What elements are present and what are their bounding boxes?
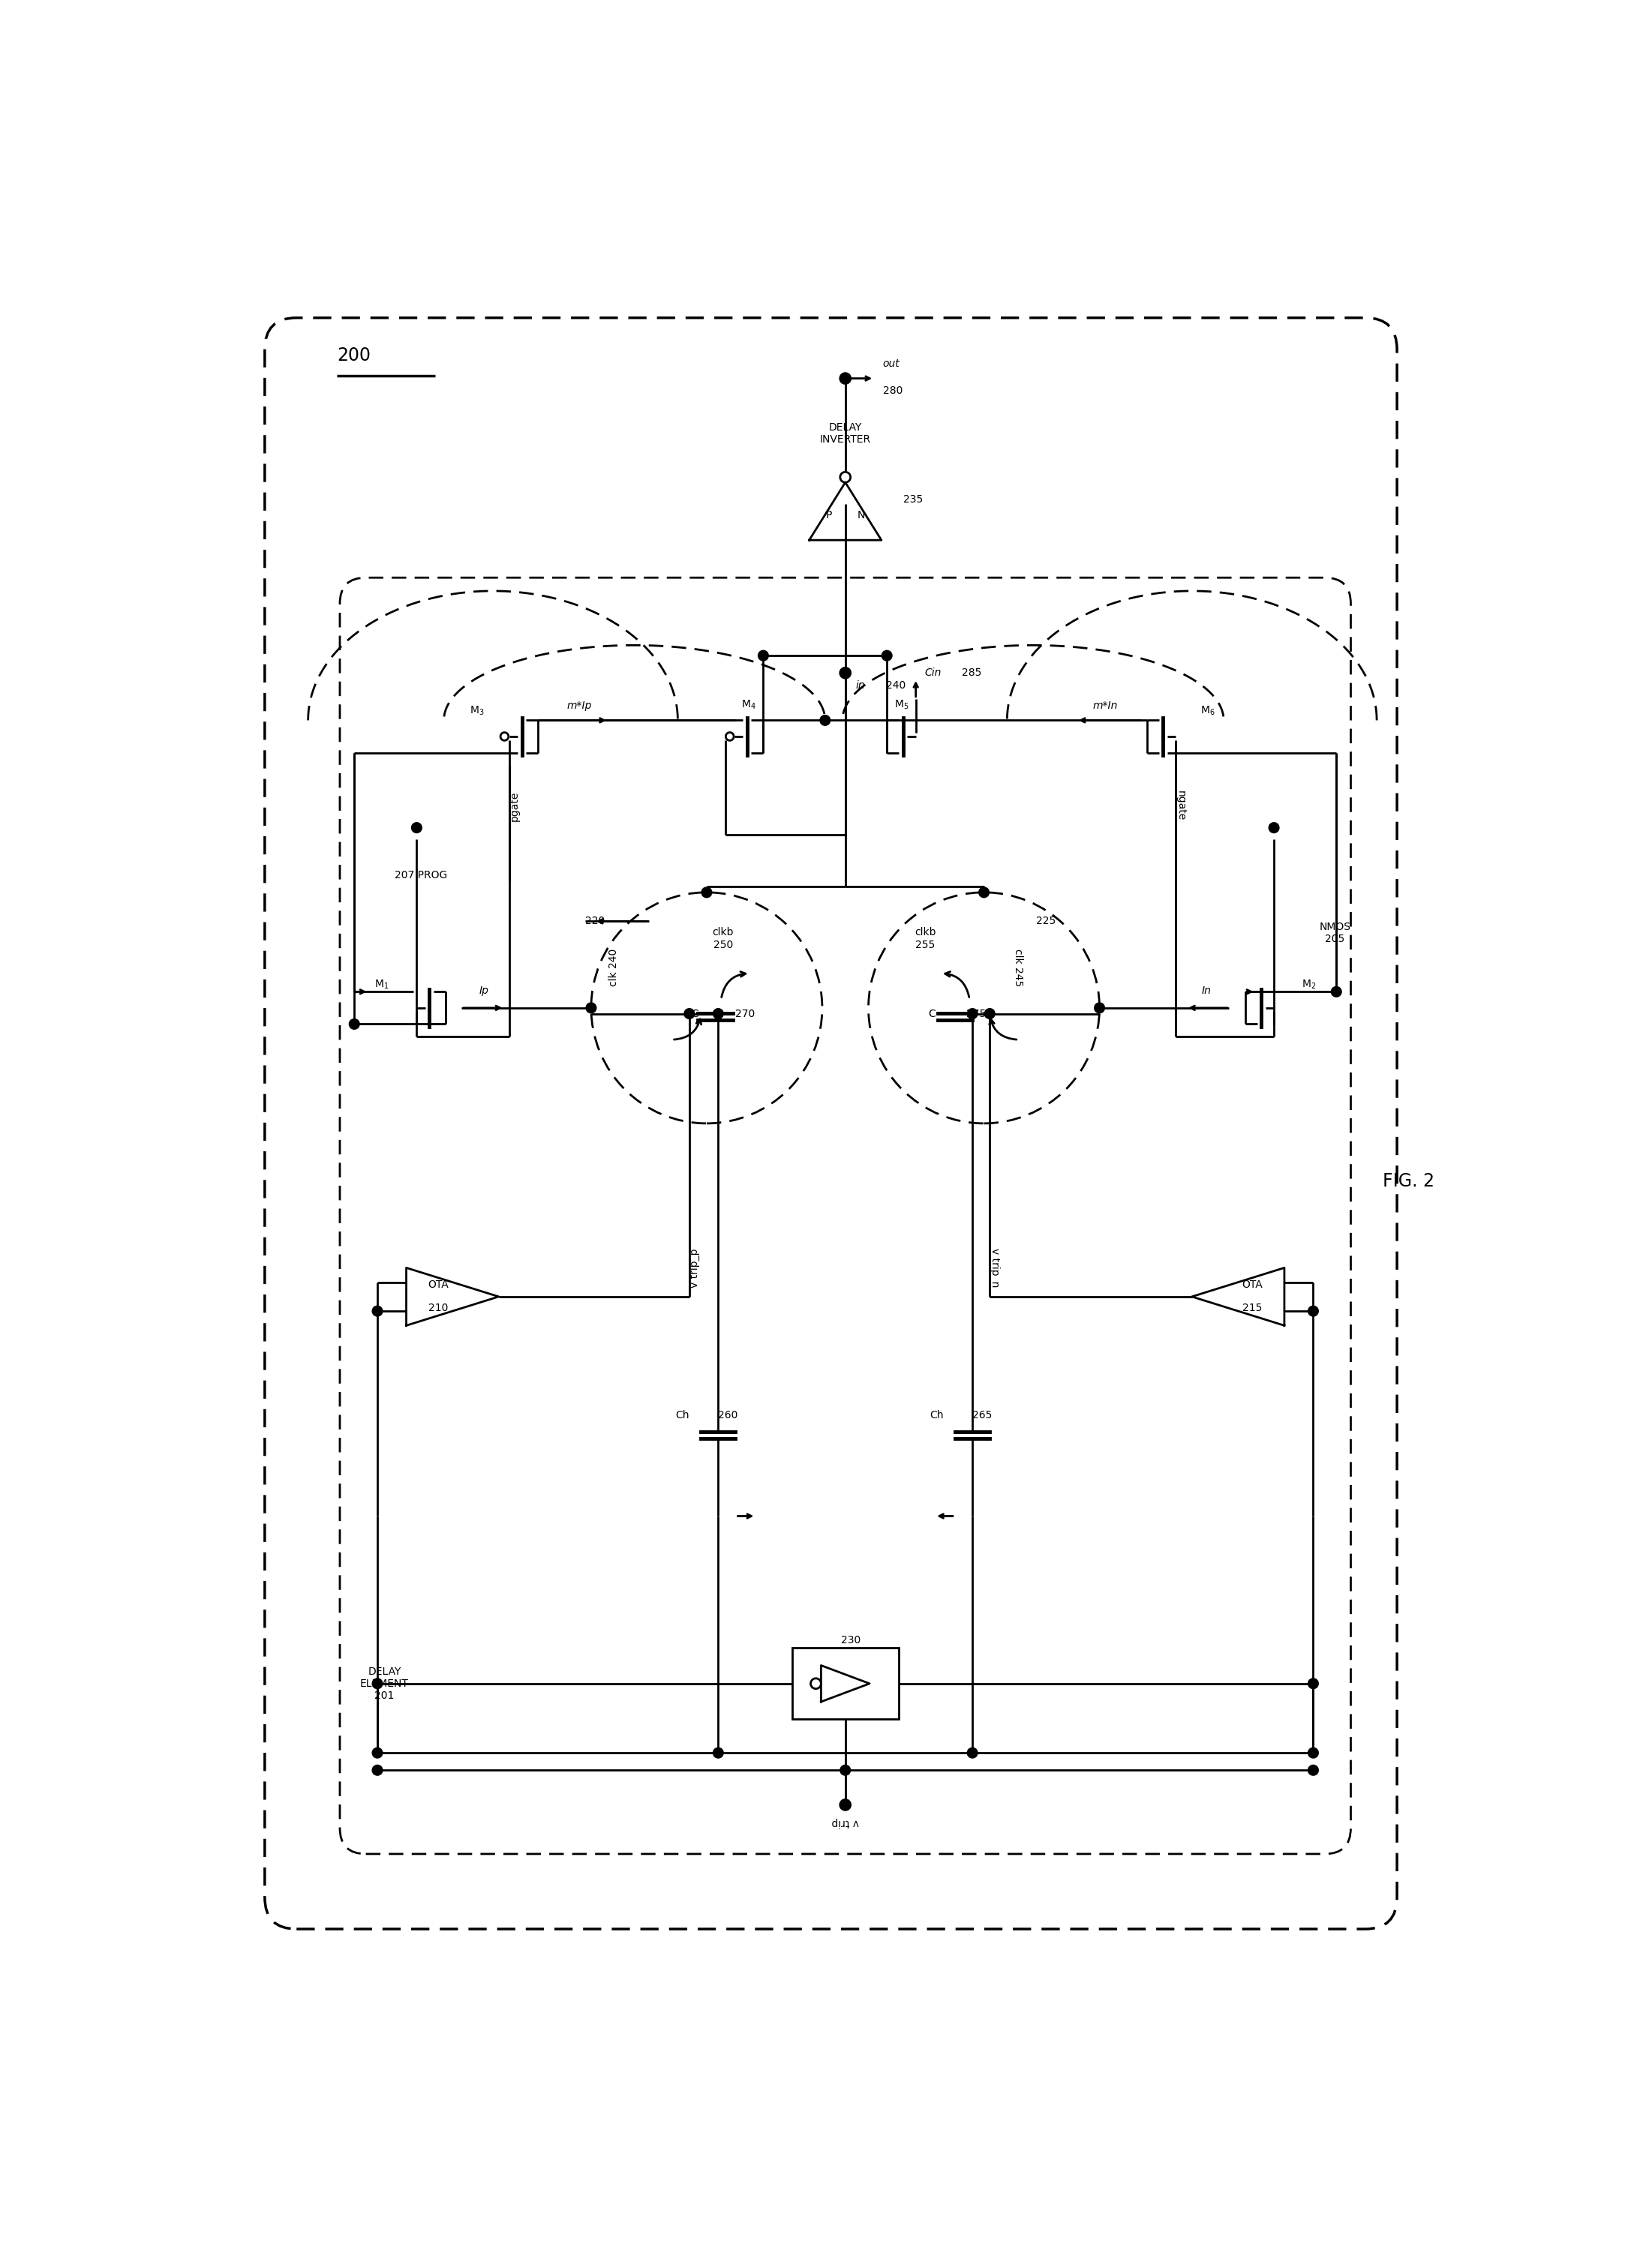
Text: 265: 265 <box>973 1411 993 1420</box>
Circle shape <box>979 887 989 898</box>
Text: DELAY
ELEMENT
201: DELAY ELEMENT 201 <box>360 1667 408 1701</box>
Text: C: C <box>691 1009 700 1018</box>
Circle shape <box>759 651 769 660</box>
Circle shape <box>841 1765 849 1776</box>
Text: M$_3$: M$_3$ <box>469 705 484 717</box>
Text: C: C <box>928 1009 935 1018</box>
Circle shape <box>968 1749 978 1758</box>
Text: 230: 230 <box>841 1635 861 1647</box>
Text: 215: 215 <box>1243 1302 1262 1313</box>
Text: m*Ip: m*Ip <box>568 701 593 712</box>
Text: Ch: Ch <box>930 1411 943 1420</box>
Text: pgate: pgate <box>509 792 520 821</box>
Circle shape <box>703 887 711 898</box>
Circle shape <box>1269 823 1279 832</box>
Text: Ip: Ip <box>479 984 489 996</box>
Circle shape <box>839 1799 851 1810</box>
Text: M$_2$: M$_2$ <box>1302 980 1317 991</box>
Circle shape <box>1309 1749 1318 1758</box>
Circle shape <box>1309 1306 1318 1315</box>
Text: M$_4$: M$_4$ <box>741 699 756 710</box>
Text: v trip: v trip <box>831 1817 859 1828</box>
Circle shape <box>882 651 892 660</box>
Text: 285: 285 <box>961 667 981 678</box>
Text: 220: 220 <box>586 916 606 928</box>
Text: M$_6$: M$_6$ <box>1200 705 1215 717</box>
Text: clk 245: clk 245 <box>1012 948 1024 987</box>
Circle shape <box>984 1009 994 1018</box>
Circle shape <box>810 1678 821 1690</box>
Text: ngate: ngate <box>1175 792 1187 821</box>
Circle shape <box>1309 1765 1318 1776</box>
Circle shape <box>1332 987 1341 996</box>
Circle shape <box>372 1306 382 1315</box>
Circle shape <box>500 733 509 742</box>
Circle shape <box>412 823 421 832</box>
Text: P: P <box>826 510 833 522</box>
Text: Ch: Ch <box>675 1411 690 1420</box>
Text: N: N <box>858 510 866 522</box>
Text: m*In: m*In <box>1093 701 1118 712</box>
Text: 210: 210 <box>428 1302 448 1313</box>
Text: in: in <box>856 680 866 692</box>
Text: 280: 280 <box>882 386 902 397</box>
Text: 270: 270 <box>736 1009 756 1018</box>
Circle shape <box>839 667 851 678</box>
Circle shape <box>839 472 851 483</box>
Text: 275: 275 <box>966 1009 986 1018</box>
Text: NMOS
205: NMOS 205 <box>1318 921 1350 943</box>
Circle shape <box>586 1002 596 1012</box>
Circle shape <box>685 1009 695 1018</box>
Circle shape <box>1309 1678 1318 1687</box>
Bar <box>792 1649 899 1719</box>
Text: clk 240: clk 240 <box>609 948 619 987</box>
Text: OTA: OTA <box>1243 1279 1262 1290</box>
Text: clkb
250: clkb 250 <box>713 928 734 950</box>
Text: Cin: Cin <box>925 667 942 678</box>
Text: clkb
255: clkb 255 <box>915 928 937 950</box>
Circle shape <box>714 1009 723 1018</box>
Text: out: out <box>882 358 900 370</box>
Text: OTA: OTA <box>428 1279 448 1290</box>
Circle shape <box>372 1765 382 1776</box>
Text: 235: 235 <box>904 494 923 506</box>
Text: 240: 240 <box>886 680 905 692</box>
Text: 225: 225 <box>1035 916 1055 928</box>
Circle shape <box>372 1678 382 1687</box>
Text: FIG. 2: FIG. 2 <box>1383 1173 1434 1191</box>
Circle shape <box>349 1018 359 1030</box>
Circle shape <box>968 1009 978 1018</box>
Text: M$_1$: M$_1$ <box>374 980 388 991</box>
Circle shape <box>839 374 851 383</box>
Text: 207 PROG: 207 PROG <box>395 871 448 880</box>
Circle shape <box>714 1749 723 1758</box>
Text: v trip_n: v trip_n <box>989 1247 1001 1288</box>
Circle shape <box>372 1749 382 1758</box>
Text: 200: 200 <box>337 347 370 365</box>
Text: 260: 260 <box>718 1411 737 1420</box>
Circle shape <box>1095 1002 1104 1012</box>
Text: M$_5$: M$_5$ <box>894 699 909 710</box>
Circle shape <box>726 733 734 742</box>
Text: v trip_p: v trip_p <box>690 1247 700 1288</box>
Text: In: In <box>1202 984 1211 996</box>
Text: DELAY
INVERTER: DELAY INVERTER <box>820 422 871 445</box>
Circle shape <box>820 717 830 726</box>
